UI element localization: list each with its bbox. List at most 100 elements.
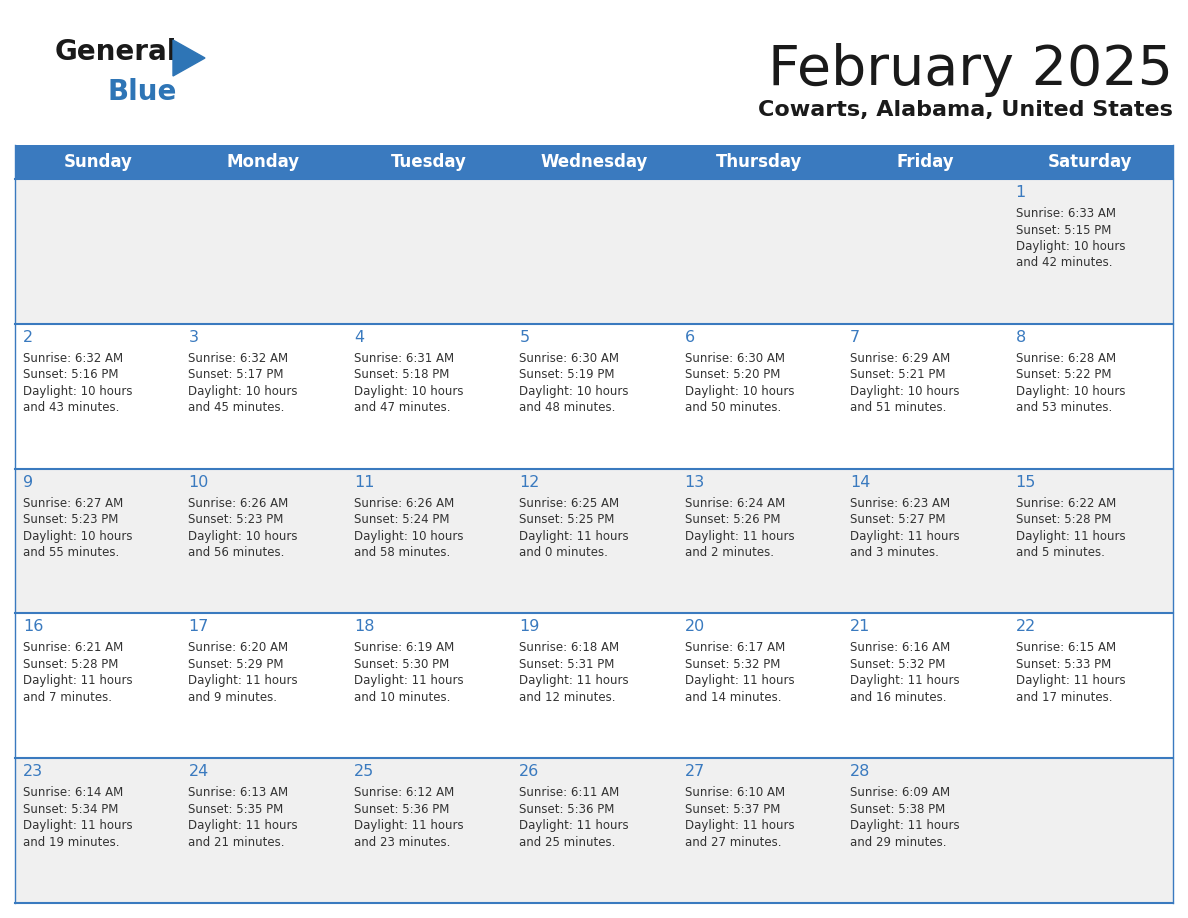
Text: Daylight: 11 hours: Daylight: 11 hours <box>684 819 795 833</box>
Text: Thursday: Thursday <box>716 153 803 171</box>
Text: Daylight: 10 hours: Daylight: 10 hours <box>684 385 795 397</box>
Text: Sunset: 5:31 PM: Sunset: 5:31 PM <box>519 658 614 671</box>
Text: Sunset: 5:19 PM: Sunset: 5:19 PM <box>519 368 614 381</box>
Text: 16: 16 <box>23 620 44 634</box>
Text: Daylight: 11 hours: Daylight: 11 hours <box>1016 530 1125 543</box>
Text: Daylight: 11 hours: Daylight: 11 hours <box>519 819 628 833</box>
Text: and 12 minutes.: and 12 minutes. <box>519 691 615 704</box>
Text: and 58 minutes.: and 58 minutes. <box>354 546 450 559</box>
Text: 20: 20 <box>684 620 704 634</box>
Text: and 3 minutes.: and 3 minutes. <box>851 546 939 559</box>
Text: Sunrise: 6:12 AM: Sunrise: 6:12 AM <box>354 786 454 800</box>
Text: General: General <box>55 38 177 66</box>
Text: Sunset: 5:26 PM: Sunset: 5:26 PM <box>684 513 781 526</box>
Text: Daylight: 10 hours: Daylight: 10 hours <box>189 385 298 397</box>
Text: Daylight: 11 hours: Daylight: 11 hours <box>851 530 960 543</box>
Text: Sunrise: 6:22 AM: Sunrise: 6:22 AM <box>1016 497 1116 509</box>
Text: and 27 minutes.: and 27 minutes. <box>684 835 782 849</box>
Text: Daylight: 10 hours: Daylight: 10 hours <box>189 530 298 543</box>
Text: 3: 3 <box>189 330 198 345</box>
Text: Sunset: 5:37 PM: Sunset: 5:37 PM <box>684 802 781 816</box>
Text: and 9 minutes.: and 9 minutes. <box>189 691 278 704</box>
Text: 25: 25 <box>354 764 374 779</box>
Text: 8: 8 <box>1016 330 1025 345</box>
Text: Sunrise: 6:33 AM: Sunrise: 6:33 AM <box>1016 207 1116 220</box>
Text: and 23 minutes.: and 23 minutes. <box>354 835 450 849</box>
Text: Sunset: 5:34 PM: Sunset: 5:34 PM <box>23 802 119 816</box>
Text: Sunset: 5:27 PM: Sunset: 5:27 PM <box>851 513 946 526</box>
Text: and 0 minutes.: and 0 minutes. <box>519 546 608 559</box>
Text: Sunset: 5:16 PM: Sunset: 5:16 PM <box>23 368 119 381</box>
Text: 12: 12 <box>519 475 539 489</box>
Text: and 29 minutes.: and 29 minutes. <box>851 835 947 849</box>
Text: and 25 minutes.: and 25 minutes. <box>519 835 615 849</box>
Text: Sunset: 5:32 PM: Sunset: 5:32 PM <box>684 658 781 671</box>
Text: Daylight: 11 hours: Daylight: 11 hours <box>354 675 463 688</box>
Bar <box>15 468 1173 613</box>
Text: Sunrise: 6:29 AM: Sunrise: 6:29 AM <box>851 352 950 364</box>
Text: 27: 27 <box>684 764 704 779</box>
Text: and 7 minutes.: and 7 minutes. <box>23 691 112 704</box>
Text: Monday: Monday <box>227 153 299 171</box>
Text: 13: 13 <box>684 475 704 489</box>
Text: Daylight: 11 hours: Daylight: 11 hours <box>189 675 298 688</box>
Text: and 10 minutes.: and 10 minutes. <box>354 691 450 704</box>
Text: Daylight: 10 hours: Daylight: 10 hours <box>519 385 628 397</box>
Text: 14: 14 <box>851 475 871 489</box>
Text: Sunset: 5:21 PM: Sunset: 5:21 PM <box>851 368 946 381</box>
Text: Daylight: 10 hours: Daylight: 10 hours <box>23 385 133 397</box>
Text: Sunrise: 6:21 AM: Sunrise: 6:21 AM <box>23 642 124 655</box>
Text: and 50 minutes.: and 50 minutes. <box>684 401 781 414</box>
Text: 17: 17 <box>189 620 209 634</box>
Text: and 16 minutes.: and 16 minutes. <box>851 691 947 704</box>
Text: 23: 23 <box>23 764 43 779</box>
Text: and 56 minutes.: and 56 minutes. <box>189 546 285 559</box>
Text: Sunrise: 6:31 AM: Sunrise: 6:31 AM <box>354 352 454 364</box>
Text: and 48 minutes.: and 48 minutes. <box>519 401 615 414</box>
Text: Daylight: 11 hours: Daylight: 11 hours <box>519 530 628 543</box>
Text: Wednesday: Wednesday <box>541 153 647 171</box>
Text: and 21 minutes.: and 21 minutes. <box>189 835 285 849</box>
Text: 1: 1 <box>1016 185 1025 200</box>
Text: Daylight: 11 hours: Daylight: 11 hours <box>519 675 628 688</box>
Text: Sunset: 5:17 PM: Sunset: 5:17 PM <box>189 368 284 381</box>
Text: and 55 minutes.: and 55 minutes. <box>23 546 119 559</box>
Text: Sunrise: 6:20 AM: Sunrise: 6:20 AM <box>189 642 289 655</box>
Text: Sunrise: 6:23 AM: Sunrise: 6:23 AM <box>851 497 950 509</box>
Text: Sunset: 5:23 PM: Sunset: 5:23 PM <box>189 513 284 526</box>
Text: Daylight: 11 hours: Daylight: 11 hours <box>851 819 960 833</box>
Text: Tuesday: Tuesday <box>391 153 467 171</box>
Bar <box>15 324 1173 468</box>
Text: and 19 minutes.: and 19 minutes. <box>23 835 120 849</box>
Text: Sunset: 5:36 PM: Sunset: 5:36 PM <box>519 802 614 816</box>
Text: Sunset: 5:24 PM: Sunset: 5:24 PM <box>354 513 449 526</box>
Text: Sunset: 5:32 PM: Sunset: 5:32 PM <box>851 658 946 671</box>
Text: 19: 19 <box>519 620 539 634</box>
Text: Sunday: Sunday <box>63 153 132 171</box>
Text: Sunset: 5:33 PM: Sunset: 5:33 PM <box>1016 658 1111 671</box>
Text: 26: 26 <box>519 764 539 779</box>
Text: and 42 minutes.: and 42 minutes. <box>1016 256 1112 270</box>
Text: Sunset: 5:35 PM: Sunset: 5:35 PM <box>189 802 284 816</box>
Bar <box>15 145 1173 179</box>
Text: Sunset: 5:30 PM: Sunset: 5:30 PM <box>354 658 449 671</box>
Text: 7: 7 <box>851 330 860 345</box>
Text: Sunrise: 6:16 AM: Sunrise: 6:16 AM <box>851 642 950 655</box>
Text: and 5 minutes.: and 5 minutes. <box>1016 546 1105 559</box>
Text: Daylight: 10 hours: Daylight: 10 hours <box>354 530 463 543</box>
Text: Sunset: 5:28 PM: Sunset: 5:28 PM <box>1016 513 1111 526</box>
Text: 11: 11 <box>354 475 374 489</box>
Bar <box>15 758 1173 903</box>
Text: Friday: Friday <box>896 153 954 171</box>
Text: Sunrise: 6:09 AM: Sunrise: 6:09 AM <box>851 786 950 800</box>
Text: and 53 minutes.: and 53 minutes. <box>1016 401 1112 414</box>
Text: Daylight: 11 hours: Daylight: 11 hours <box>851 675 960 688</box>
Text: 24: 24 <box>189 764 209 779</box>
Text: Sunrise: 6:30 AM: Sunrise: 6:30 AM <box>684 352 785 364</box>
Text: Sunset: 5:25 PM: Sunset: 5:25 PM <box>519 513 614 526</box>
Text: Daylight: 10 hours: Daylight: 10 hours <box>851 385 960 397</box>
Text: 2: 2 <box>23 330 33 345</box>
Text: 9: 9 <box>23 475 33 489</box>
Text: Sunrise: 6:32 AM: Sunrise: 6:32 AM <box>189 352 289 364</box>
Text: Sunset: 5:18 PM: Sunset: 5:18 PM <box>354 368 449 381</box>
